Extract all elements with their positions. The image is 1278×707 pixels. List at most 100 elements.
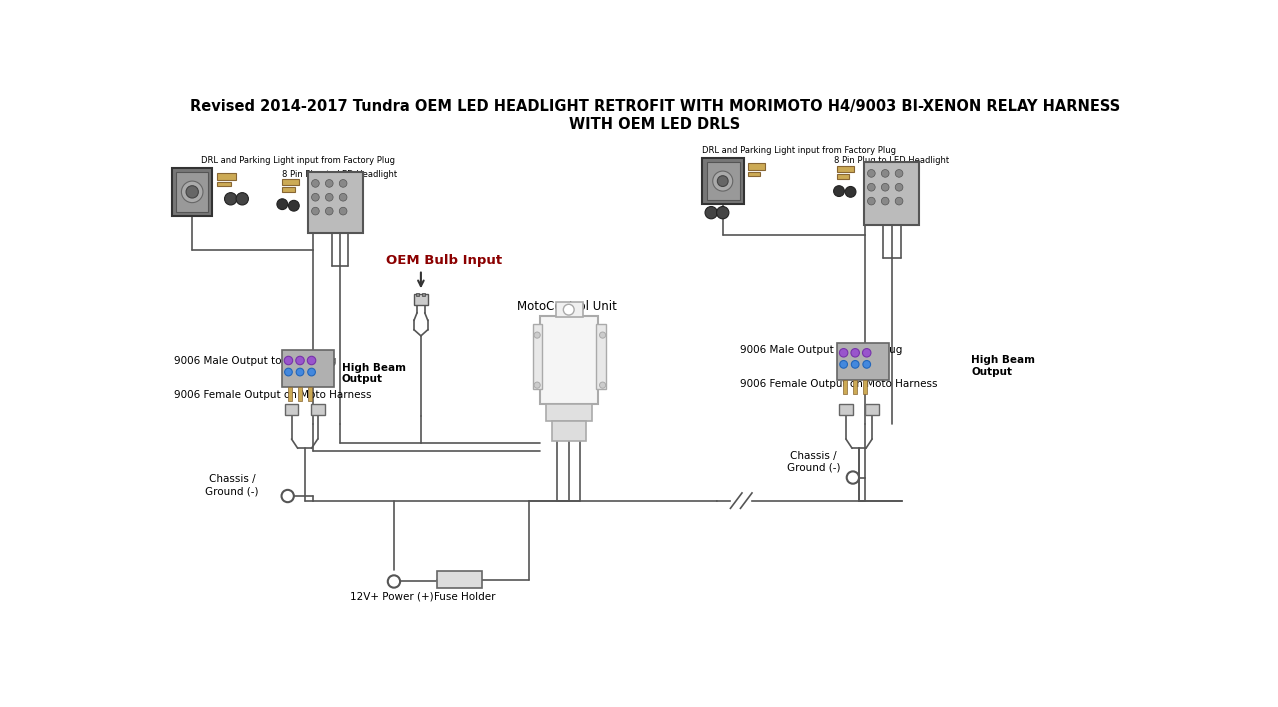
Text: 12V+ Power (+): 12V+ Power (+): [350, 592, 433, 602]
Circle shape: [307, 356, 316, 365]
Text: DRL and Parking Light input from Factory Plug: DRL and Parking Light input from Factory…: [702, 146, 896, 156]
Bar: [838, 404, 852, 415]
Bar: [865, 404, 879, 415]
Text: 9006 Female Output on Moto Harness: 9006 Female Output on Moto Harness: [740, 379, 938, 389]
Text: DRL and Parking Light input from Factory Plug: DRL and Parking Light input from Factory…: [202, 156, 395, 165]
Circle shape: [534, 382, 541, 388]
Bar: [414, 294, 428, 305]
Bar: [282, 179, 299, 185]
Bar: [552, 421, 587, 440]
Circle shape: [713, 171, 732, 191]
Circle shape: [225, 192, 236, 205]
Circle shape: [705, 206, 717, 219]
Circle shape: [863, 349, 872, 357]
Text: 8 Pin Plug to LED Headlight: 8 Pin Plug to LED Headlight: [835, 156, 950, 165]
Bar: [748, 172, 760, 177]
Circle shape: [289, 200, 299, 211]
Bar: [852, 380, 858, 394]
Circle shape: [895, 183, 904, 191]
Bar: [843, 380, 847, 394]
Bar: [556, 302, 583, 317]
Bar: [541, 316, 598, 404]
Circle shape: [840, 361, 847, 368]
Bar: [837, 174, 849, 179]
Circle shape: [285, 368, 293, 376]
Text: 9006 Male Output to 8 Pin plug: 9006 Male Output to 8 Pin plug: [174, 356, 336, 366]
Circle shape: [882, 183, 889, 191]
Bar: [217, 173, 236, 180]
Circle shape: [181, 181, 203, 203]
Text: Chassis /
Ground (-): Chassis / Ground (-): [787, 451, 841, 473]
Bar: [837, 343, 889, 380]
Bar: [422, 293, 424, 296]
Circle shape: [868, 183, 875, 191]
Bar: [547, 404, 592, 421]
Bar: [864, 162, 919, 225]
Circle shape: [847, 472, 859, 484]
Bar: [282, 187, 295, 192]
Circle shape: [312, 180, 320, 187]
Circle shape: [387, 575, 400, 588]
Circle shape: [339, 194, 346, 201]
Circle shape: [339, 207, 346, 215]
Circle shape: [840, 349, 847, 357]
Bar: [533, 324, 542, 389]
Bar: [173, 168, 212, 216]
Circle shape: [599, 382, 606, 388]
Text: OEM Bulb Input: OEM Bulb Input: [386, 254, 502, 267]
Circle shape: [863, 361, 870, 368]
Bar: [702, 158, 744, 204]
Bar: [308, 172, 363, 233]
Circle shape: [284, 356, 293, 365]
Bar: [415, 293, 419, 296]
Bar: [597, 324, 606, 389]
Text: High Beam
Output: High Beam Output: [341, 363, 405, 385]
Bar: [308, 387, 312, 402]
Circle shape: [845, 187, 856, 197]
Text: MotoControl Unit: MotoControl Unit: [518, 300, 617, 313]
Circle shape: [717, 206, 728, 219]
Circle shape: [882, 170, 889, 177]
Circle shape: [326, 180, 334, 187]
Circle shape: [895, 197, 904, 205]
Text: Revised 2014-2017 Tundra OEM LED HEADLIGHT RETROFIT WITH MORIMOTO H4/9003 BI-XEN: Revised 2014-2017 Tundra OEM LED HEADLIG…: [190, 99, 1120, 114]
Circle shape: [312, 207, 320, 215]
Bar: [748, 163, 766, 170]
Circle shape: [312, 194, 320, 201]
Circle shape: [895, 170, 904, 177]
Circle shape: [717, 176, 728, 187]
Bar: [707, 162, 740, 200]
Circle shape: [882, 197, 889, 205]
Circle shape: [326, 207, 334, 215]
Circle shape: [339, 180, 346, 187]
Circle shape: [326, 194, 334, 201]
Bar: [281, 351, 334, 387]
Bar: [288, 387, 293, 402]
Text: High Beam
Output: High Beam Output: [971, 355, 1035, 377]
Circle shape: [296, 368, 304, 376]
Bar: [863, 380, 868, 394]
Text: 9006 Female Output on Moto Harness: 9006 Female Output on Moto Harness: [174, 390, 371, 400]
Circle shape: [534, 332, 541, 338]
Circle shape: [833, 186, 845, 197]
Circle shape: [599, 332, 606, 338]
Bar: [311, 404, 325, 415]
Text: 8 Pin Plug to LED Headlight: 8 Pin Plug to LED Headlight: [282, 170, 397, 179]
Circle shape: [277, 199, 288, 209]
Circle shape: [868, 170, 875, 177]
Circle shape: [236, 192, 248, 205]
Circle shape: [281, 490, 294, 502]
Circle shape: [295, 356, 304, 365]
Circle shape: [564, 304, 574, 315]
Bar: [437, 571, 482, 588]
Bar: [285, 404, 299, 415]
Bar: [217, 182, 231, 187]
Text: WITH OEM LED DRLS: WITH OEM LED DRLS: [570, 117, 740, 132]
Circle shape: [187, 186, 198, 198]
Circle shape: [851, 361, 859, 368]
Circle shape: [851, 349, 859, 357]
Bar: [176, 172, 208, 212]
Text: 9006 Male Output to 8 Pin plug: 9006 Male Output to 8 Pin plug: [740, 346, 902, 356]
Bar: [837, 165, 854, 172]
Circle shape: [868, 197, 875, 205]
